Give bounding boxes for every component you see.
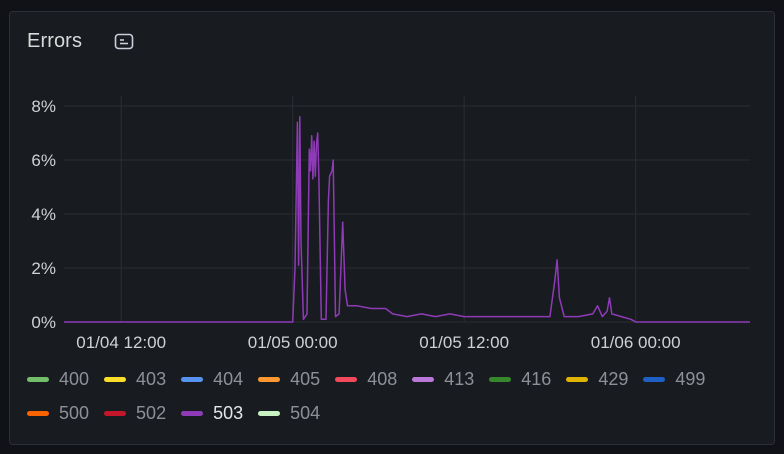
legend-swatch (258, 376, 281, 382)
legend-item-499[interactable]: 499 (643, 368, 705, 390)
legend-item-416[interactable]: 416 (489, 368, 551, 390)
legend-swatch (643, 376, 666, 382)
panel-description-icon[interactable] (114, 33, 134, 51)
x-tick-label: 01/05 00:00 (248, 333, 338, 352)
legend-label: 408 (367, 368, 398, 389)
panel-title: Errors (27, 30, 83, 52)
legend-item-400[interactable]: 400 (27, 368, 89, 390)
x-tick-label: 01/05 12:00 (419, 333, 509, 352)
y-tick-label: 4% (31, 205, 56, 224)
x-tick-label: 01/06 00:00 (591, 333, 681, 352)
legend-swatch (181, 410, 204, 416)
legend-label: 404 (213, 368, 244, 389)
series-line-503 (64, 116, 750, 323)
x-tick-label: 01/04 12:00 (76, 333, 166, 352)
legend-label: 504 (290, 402, 321, 423)
legend-swatch (489, 376, 512, 382)
legend-label: 500 (59, 402, 90, 423)
legend-swatch (104, 376, 127, 382)
legend-label: 405 (290, 368, 321, 389)
legend-item-504[interactable]: 504 (258, 402, 320, 424)
legend-label: 429 (598, 368, 629, 389)
legend-label: 416 (521, 368, 552, 389)
legend-swatch (104, 410, 127, 416)
y-tick-label: 6% (31, 151, 56, 170)
legend-swatch (27, 410, 49, 416)
legend-label: 403 (136, 368, 167, 389)
legend-item-408[interactable]: 408 (335, 368, 397, 390)
legend-swatch (181, 376, 204, 382)
legend-label: 400 (59, 368, 90, 389)
legend-item-405[interactable]: 405 (258, 368, 320, 390)
legend-item-413[interactable]: 413 (412, 368, 474, 390)
legend-item-404[interactable]: 404 (181, 368, 243, 390)
legend-swatch (258, 410, 281, 416)
legend-label: 502 (136, 402, 167, 423)
y-tick-label: 0% (31, 313, 56, 332)
legend-swatch (27, 376, 49, 382)
legend-item-403[interactable]: 403 (104, 368, 166, 390)
legend-label: 499 (675, 368, 706, 389)
legend-label: 413 (444, 368, 475, 389)
legend-item-429[interactable]: 429 (566, 368, 628, 390)
chart-legend: 400 403 404 405 408 413 416 429 499 500 502 503 504 (27, 368, 767, 424)
legend-swatch (566, 376, 589, 382)
errors-panel: Errors 400 403 404 405 408 413 416 429 499 500 502… (9, 11, 775, 445)
legend-swatch (335, 376, 358, 382)
y-tick-label: 8% (31, 97, 56, 116)
legend-item-500[interactable]: 500 (27, 402, 89, 424)
legend-label: 503 (213, 402, 244, 423)
legend-item-503[interactable]: 503 (181, 402, 243, 424)
legend-item-502[interactable]: 502 (104, 402, 166, 424)
legend-swatch (412, 376, 435, 382)
y-tick-label: 2% (31, 259, 56, 278)
